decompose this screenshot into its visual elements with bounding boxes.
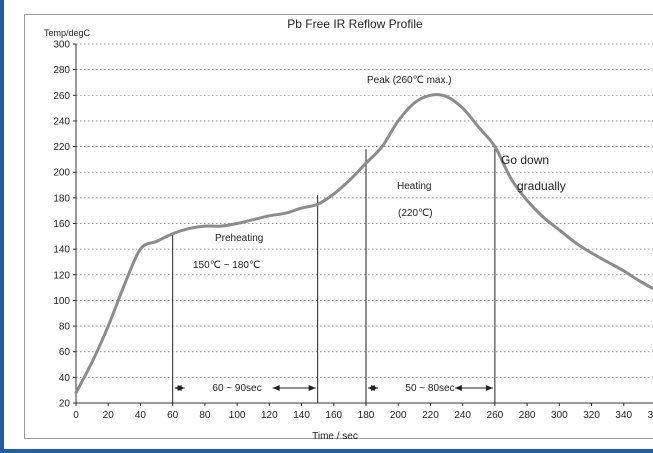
x-tick-label: 120 [261,410,278,421]
x-tick-label: 300 [551,410,568,421]
zone-markers [172,146,496,403]
x-tick-label: 240 [454,410,471,421]
y-tick-label: 40 [59,373,71,384]
x-tick-labels: 0 20 40 60 80 100 120 140 160 180 200 220 240 260 280 3… [73,403,653,421]
y-tick-label: 100 [53,296,70,307]
x-tick-label: 280 [519,410,536,421]
interval-1-arrow-b-head-right [308,385,316,391]
y-tick-labels: 20 40 60 80 100 120 140 160 180 200 220 240 260 280 30… [53,40,76,410]
x-tick-label: 160 [325,410,342,421]
interval-1-arrow-a-head-right [177,385,185,391]
annotation-go-down: Go down [501,153,549,167]
y-tick-label: 60 [59,347,71,358]
annotation-interval-2: 50 ~ 80sec [405,383,454,394]
x-tick-label: 180 [358,410,375,421]
y-tick-label: 80 [59,322,71,333]
annotation-preheating-range: 150℃ ~ 180℃ [193,260,260,271]
y-tick-label: 200 [53,168,70,179]
x-tick-label: 220 [422,410,439,421]
x-tick-label: 340 [615,410,632,421]
temperature-profile-line [74,93,653,395]
x-axis-label: Time / sec [312,431,358,440]
x-tick-label: 40 [135,410,147,421]
annotation-gradually: gradually [517,179,566,193]
annotation-peak: Peak (260℃ max.) [367,75,452,86]
y-tick-label: 160 [53,219,70,230]
x-tick-label: 200 [390,410,407,421]
interval-1-arrow-b-head-left [272,385,280,391]
y-tick-label: 220 [53,142,70,153]
y-tick-label: 180 [53,193,70,204]
chart-box: Pb Free IR Reflow Profile Temp/degC Time… [24,14,653,440]
y-tick-label: 120 [53,270,70,281]
reflow-profile-chart: Pb Free IR Reflow Profile Temp/degC Time… [44,17,653,440]
x-tick-label: 80 [199,410,211,421]
interval-2-arrow-b-head-left [454,385,462,391]
y-tick-label: 140 [53,245,70,256]
y-tick-label: 280 [53,65,70,76]
interval-2-arrow-b-head-right [485,385,493,391]
x-tick-label: 140 [293,410,310,421]
interval-2-arrow-a-head-right [371,385,378,391]
x-tick-label: 100 [229,410,246,421]
y-tick-label: 260 [53,91,70,102]
x-tick-label: 0 [73,410,79,421]
y-axis-label: Temp/degC [44,28,91,38]
x-tick-label: 60 [167,410,179,421]
y-tick-label: 300 [53,40,70,51]
chart-title: Pb Free IR Reflow Profile [287,17,423,31]
annotation-interval-1: 60 ~ 90sec [212,383,261,394]
y-tick-label: 240 [53,116,70,127]
annotation-preheating: Preheating [215,233,263,244]
annotation-heating: Heating [397,181,431,192]
x-tick-label: 360 [648,410,653,421]
x-tick-label: 320 [583,410,600,421]
annotation-heating-temp: (220℃) [398,208,433,219]
x-tick-label: 260 [487,410,504,421]
y-tick-label: 20 [59,399,71,410]
gridlines [75,43,653,404]
x-tick-label: 20 [103,410,115,421]
